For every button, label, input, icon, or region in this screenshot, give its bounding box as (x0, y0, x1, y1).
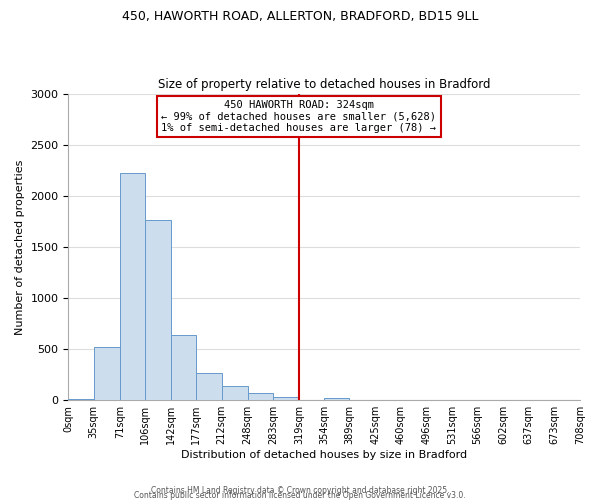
Bar (94, 347, 120, 400)
Bar (196, 373, 221, 400)
Bar (120, 174, 145, 400)
Bar (248, 392, 273, 400)
Text: Contains public sector information licensed under the Open Government Licence v3: Contains public sector information licen… (134, 491, 466, 500)
Bar (273, 397, 299, 400)
Bar (145, 220, 171, 400)
Bar (324, 398, 349, 400)
Bar (221, 386, 248, 400)
Title: Size of property relative to detached houses in Bradford: Size of property relative to detached ho… (158, 78, 490, 91)
Text: Contains HM Land Registry data © Crown copyright and database right 2025.: Contains HM Land Registry data © Crown c… (151, 486, 449, 495)
Text: 450 HAWORTH ROAD: 324sqm
← 99% of detached houses are smaller (5,628)
1% of semi: 450 HAWORTH ROAD: 324sqm ← 99% of detach… (161, 100, 436, 133)
X-axis label: Distribution of detached houses by size in Bradford: Distribution of detached houses by size … (181, 450, 467, 460)
Bar (68, 398, 94, 400)
Y-axis label: Number of detached properties: Number of detached properties (15, 159, 25, 334)
Text: 450, HAWORTH ROAD, ALLERTON, BRADFORD, BD15 9LL: 450, HAWORTH ROAD, ALLERTON, BRADFORD, B… (122, 10, 478, 23)
Bar (171, 335, 196, 400)
